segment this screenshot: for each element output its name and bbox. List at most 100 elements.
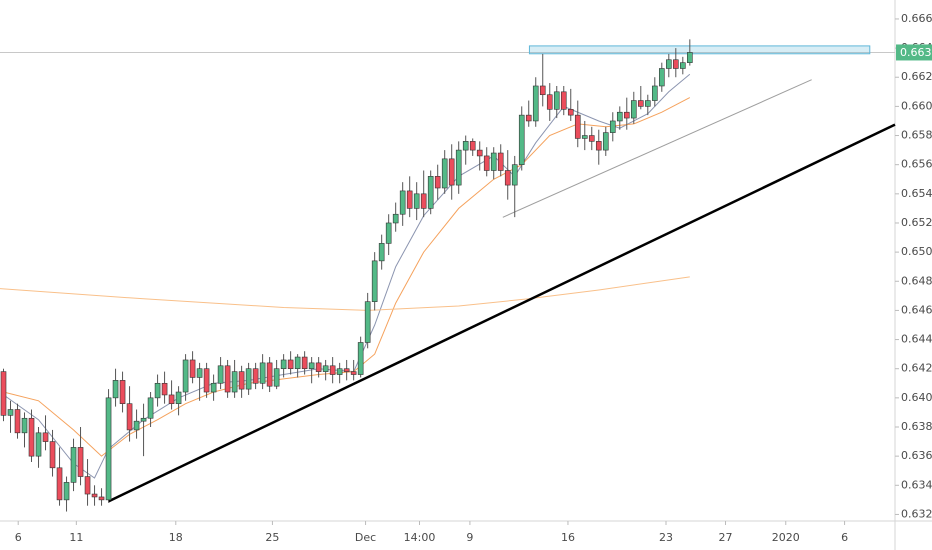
candle-body	[680, 62, 686, 69]
candle-body	[532, 85, 539, 122]
candle-body	[483, 155, 490, 171]
y-tick-label: 0.65400	[901, 187, 932, 200]
candle-body	[602, 132, 609, 151]
candle-body	[490, 152, 497, 171]
candle-body	[315, 362, 322, 372]
y-tick-label: 0.63400	[901, 478, 932, 491]
candle-body	[273, 368, 280, 387]
candle-body	[147, 397, 154, 419]
candle-body	[252, 368, 259, 384]
candle-body	[287, 359, 294, 370]
candle-body	[427, 176, 434, 209]
moving-average	[0, 276, 690, 311]
x-tick-label: 18	[169, 531, 183, 544]
candle-body	[154, 382, 161, 399]
y-tick-label: 0.64400	[901, 333, 932, 346]
candle-body	[21, 417, 28, 434]
x-tick-label: 23	[659, 531, 673, 544]
candle-body	[203, 368, 210, 393]
candle-body	[553, 91, 560, 110]
candle-body	[63, 482, 70, 501]
candle-body	[525, 114, 532, 122]
candle-body	[28, 417, 35, 457]
candle-body	[406, 190, 413, 209]
candle-body	[567, 109, 574, 116]
candle-body	[455, 149, 462, 186]
candle-body	[658, 68, 665, 87]
y-tick-label: 0.65800	[901, 129, 932, 142]
candle-body	[168, 394, 175, 404]
candle-body	[336, 368, 343, 375]
candle-body	[294, 356, 301, 370]
x-tick-label: 14:00	[404, 531, 436, 544]
candle-body	[476, 149, 483, 157]
candle-body	[308, 362, 315, 370]
candle-body	[518, 114, 525, 165]
x-tick-label: 27	[719, 531, 733, 544]
y-tick-label: 0.66200	[901, 70, 932, 83]
resistance-zone	[528, 45, 871, 55]
candle-body	[364, 301, 371, 343]
candle-body	[350, 371, 357, 375]
x-tick-label: 6	[15, 531, 22, 544]
candle-body	[189, 359, 196, 378]
candle-body	[126, 403, 133, 431]
candle-body	[560, 91, 567, 110]
candle-body	[595, 141, 602, 151]
candle-body	[385, 222, 392, 244]
candle-body	[651, 85, 658, 101]
candle-body	[119, 380, 126, 404]
candle-body	[140, 417, 147, 422]
candle-body	[539, 85, 546, 96]
x-tick-label: 25	[265, 531, 279, 544]
candle-body	[322, 365, 329, 372]
candle-body	[399, 190, 406, 215]
x-tick-label: 11	[69, 531, 83, 544]
candle-body	[665, 59, 672, 69]
candle-body	[448, 158, 455, 186]
candle-body	[504, 170, 511, 186]
candle-body	[259, 362, 266, 384]
x-tick-label: 16	[561, 531, 575, 544]
x-tick-label: 6	[841, 531, 848, 544]
candle-body	[175, 391, 182, 404]
candle-body	[49, 441, 56, 469]
candle-body	[343, 368, 350, 372]
candle-body	[161, 382, 168, 396]
candle-body	[224, 365, 231, 393]
candle-body	[420, 193, 427, 209]
candle-body	[112, 380, 119, 399]
candle-body	[588, 135, 595, 142]
candle-body	[91, 493, 98, 498]
candle-body	[546, 94, 553, 110]
candle-body	[329, 365, 336, 375]
candle-body	[462, 141, 469, 151]
candle-body	[35, 432, 42, 457]
candle-body	[210, 382, 217, 393]
candle-body	[469, 141, 476, 151]
candle-body	[105, 397, 112, 501]
candle-body	[217, 365, 224, 384]
y-tick-label: 0.63600	[901, 449, 932, 462]
candle-body	[133, 420, 140, 431]
trendline	[108, 123, 896, 503]
candle-body	[14, 409, 21, 434]
candle-body	[70, 447, 77, 483]
candle-body	[630, 100, 637, 119]
candle-body	[616, 111, 623, 122]
y-tick-label: 0.65200	[901, 216, 932, 229]
x-tick-label: 9	[466, 531, 473, 544]
candle-body	[441, 158, 448, 189]
candle-body	[392, 213, 399, 224]
candle-body	[637, 100, 644, 107]
candle-body	[687, 52, 693, 63]
x-tick-label: 2020	[772, 531, 800, 544]
y-tick-label: 0.66600	[901, 12, 932, 25]
candle-body	[56, 467, 63, 501]
y-tick-label: 0.64800	[901, 274, 932, 287]
candle-body	[581, 135, 588, 139]
y-tick-label: 0.63800	[901, 420, 932, 433]
candle-body	[413, 193, 420, 209]
y-tick-label: 0.63200	[901, 507, 932, 520]
